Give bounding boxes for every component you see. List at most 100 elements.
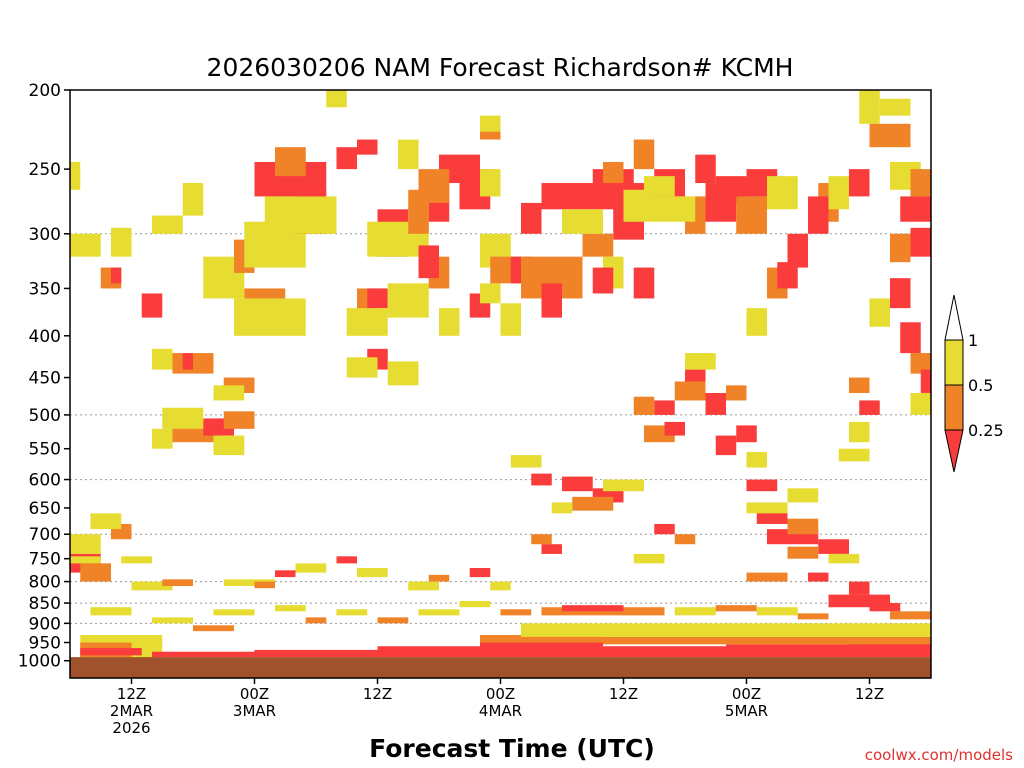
ri-cell-yellow bbox=[746, 451, 767, 468]
ri-cell-orange bbox=[275, 147, 306, 177]
ri-cell-yellow bbox=[326, 90, 347, 108]
ri-cell-yellow bbox=[357, 568, 388, 578]
legend-label: 1 bbox=[968, 331, 978, 350]
x-tick-label: 2MAR bbox=[110, 702, 153, 720]
ri-cell-red bbox=[152, 651, 255, 658]
ri-cell-red bbox=[900, 322, 921, 354]
ri-cell-orange bbox=[633, 139, 655, 170]
ri-cell-red bbox=[336, 147, 357, 170]
ri-cell-yellow bbox=[213, 435, 245, 456]
ri-cell-red bbox=[695, 154, 716, 184]
ri-cell-yellow bbox=[787, 488, 819, 503]
legend-label: 0.25 bbox=[968, 421, 1004, 440]
ri-cell-red bbox=[377, 646, 480, 658]
ri-cell-yellow bbox=[551, 502, 573, 514]
ri-cell-yellow bbox=[674, 607, 716, 616]
ri-cell-red bbox=[859, 400, 880, 415]
ri-cell-yellow bbox=[849, 421, 870, 443]
legend-bin-white bbox=[944, 294, 964, 341]
ri-cell-red bbox=[736, 425, 757, 443]
y-tick-label: 1000 bbox=[18, 652, 61, 672]
ri-cell-yellow bbox=[510, 455, 542, 468]
ri-cell-red bbox=[777, 262, 798, 289]
ri-cell-red bbox=[654, 523, 675, 535]
ri-cell-yellow bbox=[562, 209, 603, 234]
ri-cell-yellow bbox=[480, 169, 501, 197]
ri-cell-red bbox=[418, 245, 439, 279]
ri-cell-red bbox=[787, 233, 808, 268]
ri-cell-red bbox=[808, 572, 829, 582]
ri-cell-orange bbox=[162, 579, 193, 586]
y-tick-label: 950 bbox=[29, 634, 61, 654]
ri-cell-yellow bbox=[746, 308, 767, 336]
ri-cell-yellow bbox=[603, 479, 644, 492]
ri-cell-yellow bbox=[838, 448, 870, 462]
ri-cell-orange bbox=[674, 381, 706, 401]
ri-cell-yellow bbox=[828, 176, 849, 210]
ri-cell-yellow bbox=[336, 609, 368, 616]
ri-cell-yellow bbox=[152, 428, 173, 449]
x-tick-label: 00Z bbox=[486, 685, 515, 703]
ri-cell-orange bbox=[910, 169, 931, 197]
ri-cell-red bbox=[849, 640, 931, 658]
ri-cell-orange bbox=[869, 123, 911, 148]
ri-cell-yellow bbox=[387, 361, 419, 386]
ri-cell-yellow bbox=[295, 563, 327, 573]
ri-cell-yellow bbox=[162, 407, 204, 429]
x-tick-label: 12Z bbox=[855, 685, 884, 703]
ri-cell-orange bbox=[428, 574, 450, 582]
y-tick-label: 250 bbox=[29, 160, 61, 180]
y-tick-label: 350 bbox=[29, 279, 61, 299]
ri-cell-yellow bbox=[418, 609, 460, 616]
ri-cell-red bbox=[849, 581, 870, 595]
ri-cell-yellow bbox=[490, 581, 511, 591]
ri-cell-red bbox=[869, 603, 901, 612]
ri-cell-red bbox=[910, 227, 931, 257]
ri-cell-yellow bbox=[111, 227, 132, 257]
ri-cell-yellow bbox=[182, 183, 204, 216]
x-tick-label: 4MAR bbox=[479, 702, 522, 720]
legend-bin-yellow bbox=[944, 339, 964, 386]
ri-cell-yellow bbox=[213, 385, 245, 401]
legend-bin-orange bbox=[944, 384, 964, 431]
ri-cell-orange bbox=[418, 169, 450, 203]
ri-cell-yellow bbox=[275, 605, 306, 612]
chart-title: 2026030206 NAM Forecast Richardson# KCMH bbox=[207, 53, 794, 82]
ri-cell-red bbox=[254, 649, 378, 658]
ri-cell-orange bbox=[890, 611, 931, 620]
ri-cell-red bbox=[633, 267, 655, 299]
ri-cell-yellow bbox=[869, 298, 890, 327]
y-tick-label: 800 bbox=[29, 573, 61, 593]
ri-cell-red bbox=[531, 473, 552, 486]
ri-cell-yellow bbox=[398, 139, 419, 170]
ri-cell-yellow bbox=[480, 283, 501, 304]
ri-cell-yellow bbox=[213, 609, 255, 616]
ri-cell-orange bbox=[377, 617, 409, 624]
ri-cell-yellow bbox=[70, 233, 101, 257]
ri-cell-yellow bbox=[644, 176, 675, 197]
ri-cell-yellow bbox=[500, 303, 521, 336]
ri-cell-red bbox=[900, 196, 931, 222]
ri-cell-orange bbox=[603, 636, 931, 645]
ri-cell-orange bbox=[726, 385, 747, 401]
y-tick-label: 750 bbox=[29, 550, 61, 570]
ri-cell-yellow bbox=[152, 348, 173, 370]
y-tick-label: 850 bbox=[29, 594, 61, 614]
y-tick-label: 700 bbox=[29, 525, 61, 545]
ri-cell-yellow bbox=[70, 556, 101, 564]
ri-cell-red bbox=[562, 605, 624, 612]
ri-cell-orange bbox=[715, 605, 757, 612]
x-tick-label: 00Z bbox=[240, 685, 269, 703]
ri-cell-orange bbox=[80, 563, 111, 582]
ri-cell-orange bbox=[582, 233, 614, 257]
ri-cell-yellow bbox=[521, 623, 931, 637]
ri-cell-orange bbox=[787, 518, 819, 535]
ri-cell-red bbox=[182, 353, 193, 370]
ri-cell-yellow bbox=[910, 392, 931, 415]
y-tick-label: 500 bbox=[29, 406, 61, 426]
y-tick-label: 400 bbox=[29, 327, 61, 347]
credit-link[interactable]: coolwx.com/models bbox=[865, 746, 1013, 764]
y-axis: 200 250 300 350 400 450 500 550 600 650 700 750 8008… bbox=[18, 81, 70, 672]
